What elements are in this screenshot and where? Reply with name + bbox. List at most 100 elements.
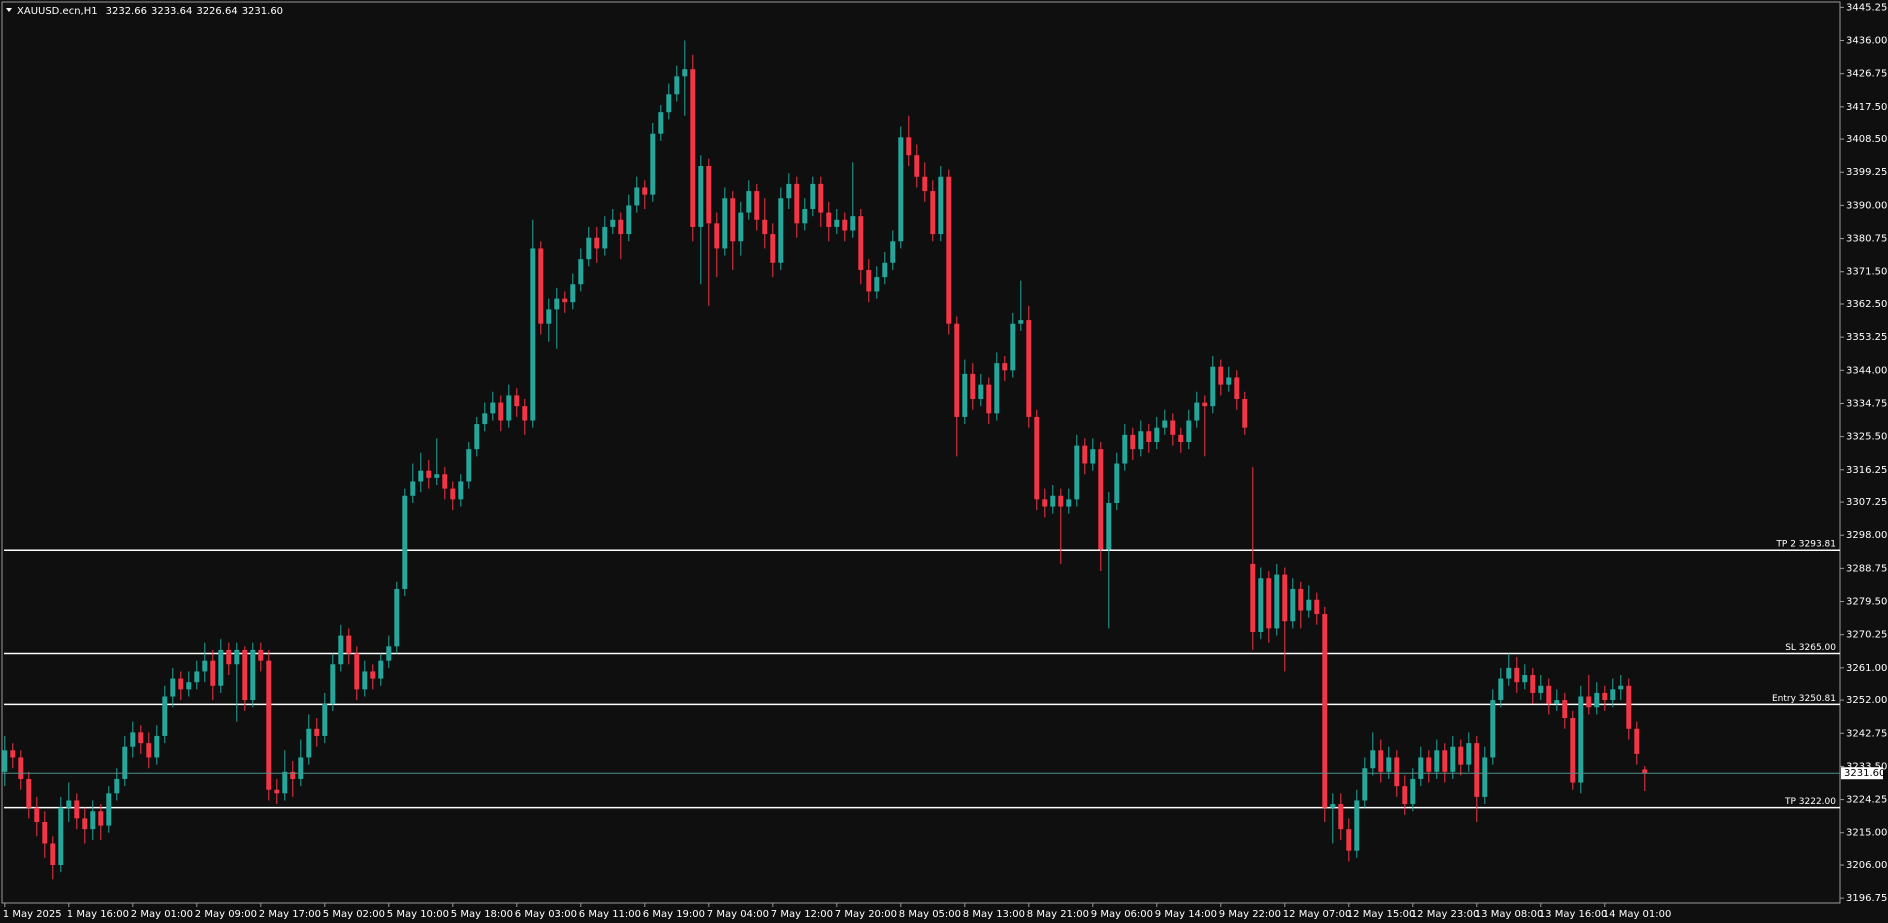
candle-body <box>1514 667 1520 683</box>
candle-body <box>546 309 552 324</box>
candle-body <box>514 395 520 407</box>
candle-body <box>1122 434 1128 464</box>
candle-body <box>746 191 752 213</box>
candle-body <box>1114 463 1120 503</box>
candle-body <box>506 395 512 421</box>
candle-body <box>562 298 568 303</box>
candle-body <box>642 187 648 195</box>
candle-body <box>1626 685 1632 729</box>
candle-body <box>1562 700 1568 719</box>
candle-body <box>1026 320 1032 417</box>
x-tick-label: 14 May 01:00 <box>1603 909 1672 920</box>
candle-body <box>178 678 184 690</box>
candle-body <box>362 671 368 690</box>
header-close: 3231.60 <box>242 6 283 17</box>
candle-body <box>1522 675 1528 683</box>
candle-body <box>370 671 376 679</box>
candle-body <box>570 284 576 303</box>
candle-body <box>1594 692 1600 708</box>
candle-body <box>106 793 112 826</box>
candle-body <box>322 703 328 736</box>
candle-body <box>474 424 480 450</box>
candle-body <box>1370 750 1376 769</box>
candle-body <box>426 470 432 478</box>
candle-body <box>874 277 880 292</box>
x-tick-label: 12 May 23:00 <box>1411 909 1480 920</box>
candle-body <box>1346 829 1352 851</box>
candle-body <box>354 653 360 690</box>
candle-body <box>1298 588 1304 611</box>
candle-body <box>1506 667 1512 679</box>
candle-body <box>1450 746 1456 772</box>
candle-body <box>938 176 944 235</box>
candle-body <box>154 735 160 758</box>
candle-body <box>690 69 696 227</box>
y-tick-label: 3445.25 <box>1846 2 1887 13</box>
y-tick-label: 3288.75 <box>1846 563 1887 574</box>
candle-body <box>1042 499 1048 507</box>
x-tick-label: 5 May 02:00 <box>323 909 385 920</box>
candle-body <box>266 660 272 790</box>
candle-body <box>1498 678 1504 701</box>
candle-body <box>458 481 464 500</box>
candle-body <box>1162 420 1168 428</box>
y-tick-label: 3426.75 <box>1846 69 1887 80</box>
candle-body <box>786 183 792 199</box>
y-tick-label: 3252.00 <box>1846 695 1887 706</box>
candle-body <box>770 234 776 263</box>
candle-body <box>194 671 200 683</box>
candle-body <box>1314 599 1320 615</box>
candle-body <box>74 800 80 819</box>
candle-body <box>1282 574 1288 622</box>
header-high: 3233.64 <box>151 6 192 17</box>
candle-body <box>162 696 168 736</box>
candle-body <box>434 474 440 478</box>
y-tick-label: 3334.75 <box>1846 398 1887 409</box>
candle-body <box>210 660 216 686</box>
candle-body <box>578 259 584 285</box>
candle-body <box>1138 431 1144 450</box>
candle-body <box>842 219 848 231</box>
candle-body <box>922 176 928 192</box>
candle-body <box>1426 757 1432 772</box>
candle-body <box>330 664 336 704</box>
candle-body <box>1362 768 1368 801</box>
candle-body <box>282 771 288 794</box>
candle-body <box>346 635 352 654</box>
candle-body <box>794 183 800 224</box>
candle-body <box>882 262 888 278</box>
candle-body <box>42 821 48 844</box>
candle-body <box>418 470 424 482</box>
candle-body <box>1530 675 1536 693</box>
candle-body <box>1018 320 1024 324</box>
candle-body <box>482 413 488 425</box>
plot-border <box>1 1 1841 904</box>
candle-body <box>378 660 384 679</box>
x-tick-label: 1 May 2025 <box>3 909 62 920</box>
candle-body <box>866 269 872 292</box>
candle-body <box>714 223 720 249</box>
candle-body <box>34 807 40 822</box>
chart-header: XAUUSD.ecn,H1 3232.66 3233.64 3226.64 3231.6… <box>17 6 283 17</box>
candle-body <box>138 732 144 744</box>
candle-body <box>50 843 56 866</box>
x-tick-label: 7 May 20:00 <box>835 909 897 920</box>
x-tick-label: 9 May 06:00 <box>1091 909 1153 920</box>
candle-body <box>314 728 320 736</box>
candle-body <box>1474 743 1480 797</box>
x-tick-label: 7 May 04:00 <box>707 909 769 920</box>
candle-body <box>1570 718 1576 783</box>
y-tick-label: 3233.50 <box>1846 761 1887 772</box>
candle-body <box>170 678 176 697</box>
candle-body <box>1050 495 1056 507</box>
y-tick-label: 3316.25 <box>1846 465 1887 476</box>
candle-body <box>1466 743 1472 765</box>
candle-body <box>186 682 192 690</box>
candle-body <box>1210 366 1216 407</box>
candle-body <box>914 155 920 177</box>
candle-body <box>826 212 832 227</box>
candle-body <box>530 248 536 421</box>
y-tick-label: 3196.75 <box>1846 893 1887 904</box>
